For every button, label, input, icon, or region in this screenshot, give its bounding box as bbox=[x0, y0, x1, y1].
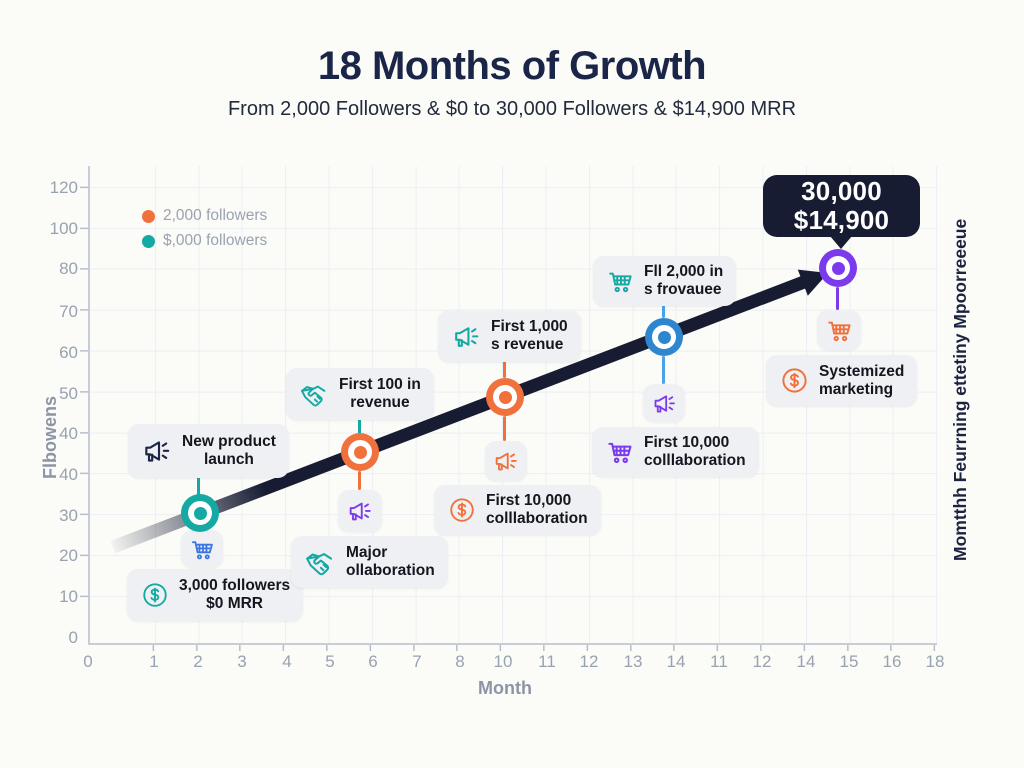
x-tick: 10 bbox=[493, 652, 513, 671]
dollar-circle-icon bbox=[779, 365, 810, 396]
y-tick: 10 bbox=[59, 587, 78, 606]
legend: 2,000 followers $,000 followers bbox=[142, 207, 267, 250]
cart-icon bbox=[825, 316, 854, 345]
x-tick: 4 bbox=[282, 652, 292, 671]
x-tick: 2 bbox=[193, 652, 203, 671]
x-tick: 11 bbox=[710, 652, 728, 671]
y-tick: 80 bbox=[59, 259, 78, 278]
cart-icon bbox=[606, 267, 635, 296]
right-axis-title: Momtthh Feurrning ettetiny Mpoorreeeue bbox=[950, 218, 970, 562]
milestone-4-bottom-label: First 10,000 colllaboration bbox=[644, 434, 746, 469]
milestone-4-marker bbox=[645, 318, 683, 356]
megaphone-icon bbox=[651, 390, 678, 417]
dollar-circle-icon bbox=[447, 495, 477, 525]
x-tick: 7 bbox=[412, 652, 422, 671]
result-badge: 30,000 $14,900 bbox=[763, 175, 920, 237]
page-title: 18 Months of Growth bbox=[317, 44, 707, 88]
milestone-5-icon-box bbox=[817, 310, 861, 350]
x-tick: 6 bbox=[368, 652, 378, 671]
legend-dot-orange-icon bbox=[142, 209, 155, 223]
milestone-1-marker bbox=[181, 494, 219, 532]
milestone-4-top-label: Fll 2,000 in s frovauee bbox=[644, 263, 724, 298]
handshake-icon bbox=[299, 379, 330, 410]
legend-label: $,000 followers bbox=[163, 232, 268, 249]
badge-mrr: $14,900 bbox=[793, 205, 890, 235]
x-tick: 11 bbox=[538, 652, 556, 671]
x-tick: 15 bbox=[839, 652, 859, 671]
page-subtitle: From 2,000 Followers & $0 to 30,000 Foll… bbox=[227, 98, 797, 120]
cart-icon bbox=[189, 536, 216, 563]
y-axis-tickmarks bbox=[80, 166, 88, 644]
x-tick: 14 bbox=[666, 652, 686, 671]
y-tick: 30 bbox=[59, 506, 78, 525]
milestone-4-icon-box bbox=[643, 384, 685, 422]
y-tick: 40 bbox=[59, 465, 78, 484]
milestone-3-top-callout: First 1,000 s revenue bbox=[438, 310, 581, 362]
milestone-2-bottom-label: Major ollaboration bbox=[346, 544, 435, 579]
badge-pointer bbox=[830, 236, 852, 249]
megaphone-icon bbox=[346, 497, 374, 525]
milestone-5-bottom-callout: Systemized marketing bbox=[766, 355, 918, 406]
milestone-2-icon-box bbox=[338, 490, 382, 532]
legend-item: 2,000 followers bbox=[142, 207, 267, 225]
milestone-3-bottom-label: First 10,000 colllaboration bbox=[486, 492, 588, 527]
x-tick: 1 bbox=[149, 652, 159, 671]
milestone-2-top-callout: First 100 in revenue bbox=[286, 368, 434, 420]
megaphone-icon bbox=[141, 435, 173, 467]
y-tick: 70 bbox=[59, 302, 78, 321]
legend-label: 2,000 followers bbox=[163, 207, 268, 224]
milestone-1-bottom-callout: 3,000 followers $0 MRR bbox=[127, 569, 304, 621]
legend-item: $,000 followers bbox=[142, 232, 267, 250]
y-tick: 60 bbox=[59, 343, 78, 362]
x-tick: 3 bbox=[237, 652, 247, 671]
y-tick: 50 bbox=[59, 384, 78, 403]
milestone-1-bottom-label: 3,000 followers $0 MRR bbox=[179, 577, 291, 612]
y-tick: 20 bbox=[59, 546, 78, 565]
megaphone-icon bbox=[451, 321, 482, 352]
milestone-5-bottom-label: Systemized marketing bbox=[819, 362, 905, 398]
y-tick: 120 bbox=[49, 178, 78, 197]
milestone-4-bottom-callout: First 10,000 colllaboration bbox=[592, 427, 759, 477]
x-tick: 5 bbox=[325, 652, 335, 671]
megaphone-icon bbox=[492, 447, 520, 475]
x-tick: 16 bbox=[882, 652, 902, 671]
milestone-3-bottom-callout: First 10,000 colllaboration bbox=[434, 485, 601, 535]
connector-line bbox=[503, 416, 506, 441]
x-axis-tickmarks bbox=[88, 645, 937, 651]
x-tick: 12 bbox=[579, 652, 599, 671]
x-tick: 18 bbox=[925, 652, 945, 671]
cart-icon bbox=[605, 437, 635, 467]
connector-line bbox=[358, 471, 361, 490]
y-axis-title: Flbowens bbox=[40, 396, 60, 480]
milestone-4-top-callout: Fll 2,000 in s frovauee bbox=[593, 256, 737, 306]
milestone-2-top-label: First 100 in revenue bbox=[339, 376, 421, 411]
x-tick: 13 bbox=[623, 652, 643, 671]
x-tick: 8 bbox=[455, 652, 465, 671]
connector-line bbox=[662, 356, 665, 384]
milestone-5-marker bbox=[819, 249, 857, 287]
y-tick: 100 bbox=[49, 219, 78, 238]
dollar-circle-icon bbox=[140, 580, 170, 610]
handshake-icon bbox=[304, 546, 337, 579]
x-axis-title: Month bbox=[478, 678, 532, 698]
milestone-2-marker bbox=[341, 433, 379, 471]
connector-line bbox=[836, 287, 839, 310]
y-tick: 40 bbox=[59, 424, 78, 443]
milestone-2-bottom-callout: Major ollaboration bbox=[291, 536, 448, 588]
milestone-3-top-label: First 1,000 s revenue bbox=[491, 318, 568, 353]
milestone-3-icon-box bbox=[485, 441, 527, 481]
legend-dot-teal-icon bbox=[142, 234, 155, 248]
x-tick: 0 bbox=[83, 652, 93, 671]
x-tick: 14 bbox=[796, 652, 816, 671]
milestone-3-marker bbox=[486, 378, 524, 416]
badge-followers: 30,000 bbox=[801, 175, 882, 206]
x-tick: 12 bbox=[752, 652, 772, 671]
milestone-1-top-label: New product launch bbox=[182, 433, 276, 468]
milestone-1-top-callout: New product launch bbox=[128, 424, 289, 478]
milestone-1-icon-box bbox=[181, 530, 223, 568]
y-tick: 0 bbox=[68, 628, 78, 647]
